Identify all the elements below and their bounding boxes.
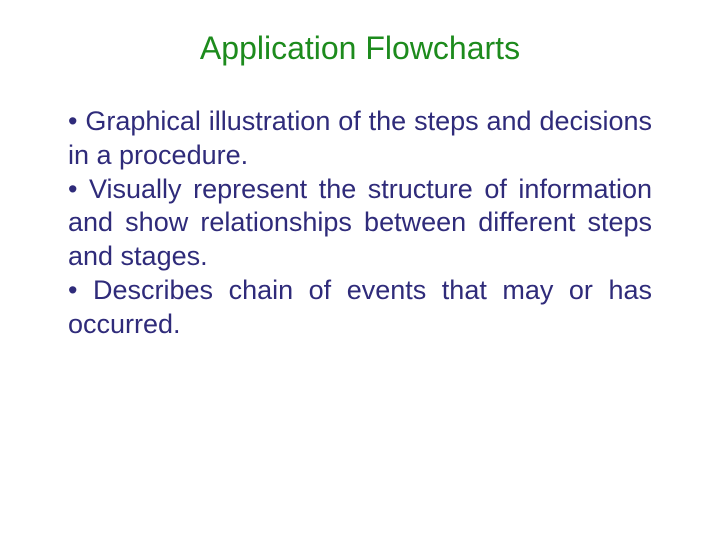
- bullet-item: • Graphical illustration of the steps an…: [68, 105, 652, 173]
- bullet-list: • Graphical illustration of the steps an…: [0, 105, 720, 341]
- bullet-item: • Describes chain of events that may or …: [68, 274, 652, 342]
- slide-container: Application Flowcharts • Graphical illus…: [0, 0, 720, 540]
- slide-title: Application Flowcharts: [0, 30, 720, 67]
- bullet-item: • Visually represent the structure of in…: [68, 173, 652, 274]
